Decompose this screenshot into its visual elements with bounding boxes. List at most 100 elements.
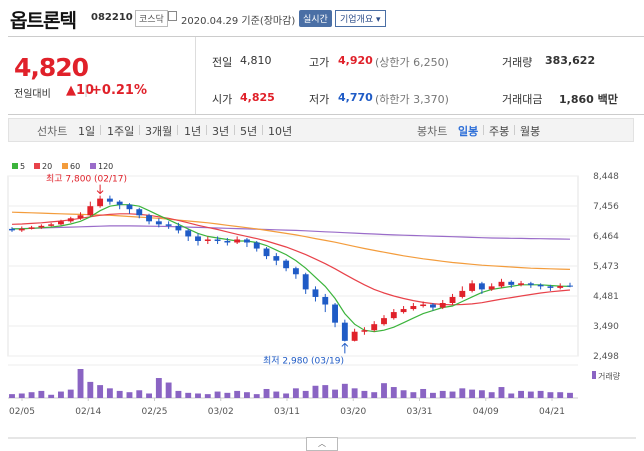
volume-bar <box>28 392 35 398</box>
x-tick-label: 02/25 <box>142 407 168 417</box>
volume-bar <box>332 389 338 398</box>
candle-body <box>116 201 123 205</box>
chart-tabs: 선차트 1일 1주일 3개월 1년 3년 5년 10년 봉차트 일봉 주봉 월봉 <box>8 118 634 142</box>
divider <box>206 125 207 135</box>
change-separator: | <box>84 83 89 97</box>
divider <box>195 37 196 114</box>
volume-bar <box>351 388 358 398</box>
max-label: 최고 7,800 (02/17) <box>46 174 127 185</box>
volume-bar <box>410 392 417 398</box>
tab-1y[interactable]: 1년 <box>184 125 202 138</box>
volume-bar <box>204 394 211 398</box>
lower-limit: (하한가 3,370) <box>375 93 449 106</box>
amount-label: 거래대금 <box>502 93 543 106</box>
collapse-toggle[interactable]: ︿ <box>306 437 338 451</box>
candle-body <box>234 239 241 243</box>
candle-body <box>332 304 338 323</box>
y-tick-label: 8,448 <box>593 172 619 182</box>
volume-bar <box>478 390 485 398</box>
volume-bar <box>312 385 319 398</box>
tab-weekly[interactable]: 주봉 <box>489 125 510 138</box>
current-price: 4,820 <box>14 53 89 82</box>
legend-swatch <box>62 163 68 169</box>
candle-body <box>390 312 397 319</box>
x-tick-label: 02/14 <box>75 407 101 417</box>
low-label: 저가 <box>309 93 330 106</box>
x-tick-label: 02/05 <box>9 407 35 417</box>
candle-body <box>126 204 133 210</box>
min-label: 최저 2,980 (03/19) <box>263 355 344 366</box>
y-tick-label: 2,498 <box>593 352 619 362</box>
volume-bar <box>449 391 456 398</box>
tab-3m[interactable]: 3개월 <box>145 125 173 138</box>
volume-bar <box>381 383 387 398</box>
volume-bar <box>420 388 427 398</box>
candle-body <box>106 198 113 202</box>
candle-body <box>67 218 74 222</box>
volume-bar <box>527 391 534 398</box>
candle-body <box>136 209 143 216</box>
annotations: 최고 7,800 (02/17) 최저 2,980 (03/19) <box>46 174 349 366</box>
tab-1w[interactable]: 1주일 <box>107 125 135 138</box>
company-info-button[interactable]: 기업개요 ▾ <box>335 10 386 27</box>
high-value: 4,920 <box>338 54 373 67</box>
volume-bar <box>67 389 74 398</box>
volume-bar <box>283 393 290 398</box>
volume-bar <box>488 392 495 398</box>
ma-line-60 <box>11 211 571 270</box>
amount-value: 1,860 백만 <box>559 93 618 106</box>
open-label: 시가 <box>212 93 233 106</box>
volume-bar <box>459 388 466 398</box>
volume-bar <box>302 390 309 398</box>
candle-body <box>322 296 329 305</box>
candle-body <box>146 215 152 222</box>
y-tick-label: 7,456 <box>593 202 619 212</box>
volume-bar <box>97 385 104 398</box>
max-arrow <box>96 184 104 195</box>
ma-line-120 <box>11 225 571 240</box>
tab-daily[interactable]: 일봉 <box>458 125 479 138</box>
tab-1d[interactable]: 1일 <box>78 125 96 138</box>
candle-body <box>488 286 495 290</box>
volume-bar <box>38 390 45 398</box>
candle-body <box>537 284 544 287</box>
volume-bar <box>77 369 84 398</box>
candle-body <box>302 274 309 290</box>
x-tick-label: 03/11 <box>274 407 300 417</box>
volume-bar <box>439 390 446 398</box>
candle-body <box>175 225 182 231</box>
candle-body <box>18 228 25 231</box>
tab-10y[interactable]: 10년 <box>268 125 293 138</box>
legend-swatch <box>90 163 96 169</box>
candle-body <box>498 281 505 287</box>
volume-bar <box>106 388 113 398</box>
tab-monthly[interactable]: 월봉 <box>520 125 541 138</box>
ma-line-5 <box>12 204 571 333</box>
volume-bar <box>9 394 15 398</box>
candle-body <box>518 283 524 285</box>
volume-bar <box>322 385 329 398</box>
candle-body <box>351 331 358 341</box>
volume-bar <box>361 390 368 398</box>
volume-bar <box>18 393 25 398</box>
y-axis: 8,448 7,456 6,464 5,473 4,481 3,490 2,498 <box>593 172 619 362</box>
prev-value: 4,810 <box>240 54 272 67</box>
candle-body <box>185 230 192 237</box>
divider <box>177 125 178 135</box>
volume-bar <box>185 392 192 398</box>
candle-body <box>97 198 104 207</box>
tab-5y[interactable]: 5년 <box>240 125 258 138</box>
x-axis: 02/05 02/14 02/25 03/02 03/11 03/20 03/31 04/09… <box>9 398 565 417</box>
candle-body <box>469 283 476 291</box>
divider <box>514 125 515 135</box>
realtime-button[interactable]: 실시간 <box>299 10 332 27</box>
volume-bar <box>430 392 436 398</box>
volume-bar <box>557 392 564 398</box>
candle-body <box>410 306 417 310</box>
tab-3y[interactable]: 3년 <box>212 125 230 138</box>
candle-body <box>478 283 485 290</box>
volume-bar <box>469 389 476 398</box>
candle-body <box>381 318 387 325</box>
candle-body <box>430 304 436 308</box>
